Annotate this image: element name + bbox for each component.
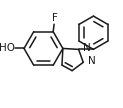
Text: F: F bbox=[52, 13, 58, 23]
Text: N: N bbox=[83, 43, 91, 53]
Text: N: N bbox=[88, 56, 96, 66]
Text: HO: HO bbox=[0, 43, 15, 53]
